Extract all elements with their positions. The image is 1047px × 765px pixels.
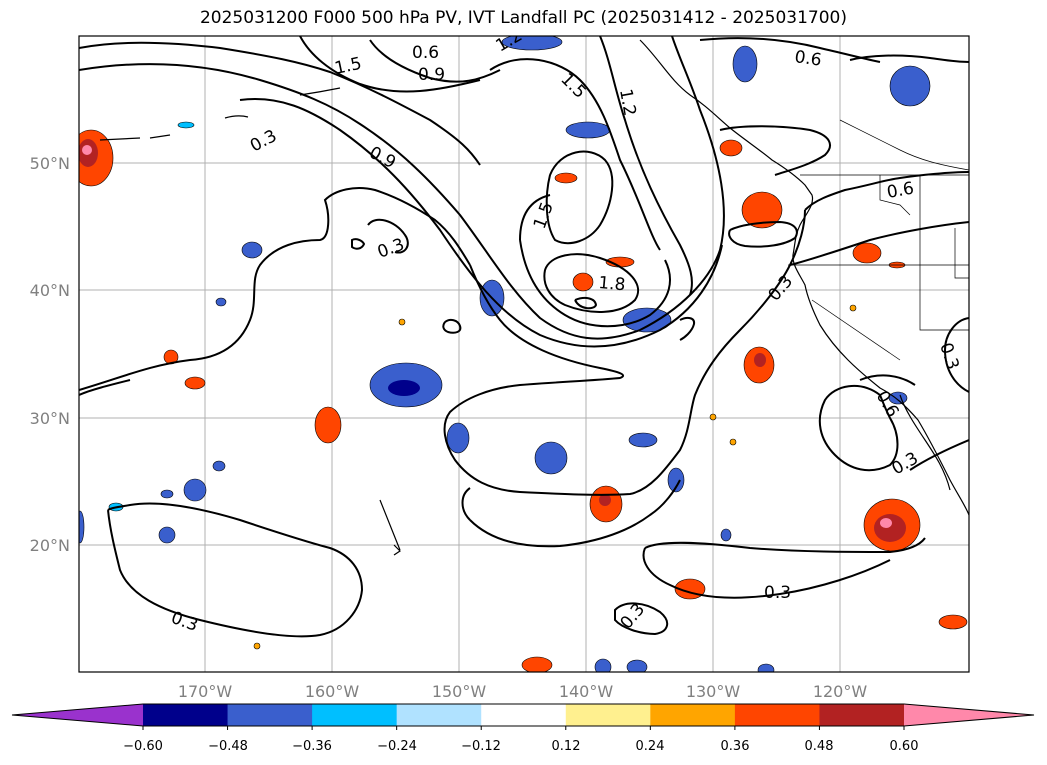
colorbar-tick-label: 0.12 [552,739,581,754]
colorbar-segment [650,704,736,726]
pv-contours [79,36,969,638]
colorbar-tick-label: 0.36 [721,739,750,754]
colorbar-tick-label: −0.36 [292,739,332,754]
colorbar-segment [312,704,398,726]
negative-anomaly-blobs [79,36,931,672]
contour-label: 0.6 [793,47,823,71]
colorbar-tick-label: −0.48 [208,739,248,754]
lat-label: 40°N [30,281,70,300]
lat-label: 30°N [30,409,70,428]
colorbar-segment [734,704,820,726]
colorbar-segment [481,704,567,726]
positive-anomaly-blobs [79,129,968,672]
contour-label: 0.6 [885,179,915,203]
lon-label: 130°W [686,682,741,701]
colorbar [11,703,1035,730]
longitude-labels: 170°W 160°W 150°W 140°W 130°W 120°W [178,682,868,701]
latitude-labels: 50°N 40°N 30°N 20°N [30,154,70,555]
colorbar-tick-label: −0.60 [123,739,163,754]
map-title: 2025031200 F000 500 hPa PV, IVT Landfall… [199,8,847,28]
contour-label: 0.6 [412,43,439,63]
contour-label: 1.2 [615,87,639,117]
colorbar-tick-label: −0.24 [377,739,417,754]
lon-label: 140°W [559,682,614,701]
colorbar-tick-label: 0.48 [805,739,834,754]
colorbar-tick-label: 0.24 [636,739,665,754]
lon-label: 170°W [178,682,233,701]
colorbar-extend-high [904,704,1034,726]
contour-label: 0.9 [418,65,445,85]
lon-label: 150°W [432,682,487,701]
colorbar-extend-low [12,704,143,726]
contour-label: 1.8 [598,273,627,295]
colorbar-tick-labels: −0.60 −0.48 −0.36 −0.24 −0.12 0.12 0.24 … [123,739,918,754]
colorbar-segment [396,704,482,726]
colorbar-segment [227,704,313,726]
colorbar-segment [143,704,229,726]
lat-label: 50°N [30,154,70,173]
lon-label: 160°W [305,682,360,701]
lat-label: 20°N [30,536,70,555]
lon-label: 120°W [813,682,868,701]
political-boundaries [788,119,969,361]
colorbar-tick-label: −0.12 [461,739,501,754]
colorbar-segment [819,704,905,726]
contour-label: 0.3 [764,583,791,603]
colorbar-segment [565,704,651,726]
map-panel [79,36,969,672]
map-border [78,35,970,673]
colorbar-tick-label: 0.60 [890,739,919,754]
